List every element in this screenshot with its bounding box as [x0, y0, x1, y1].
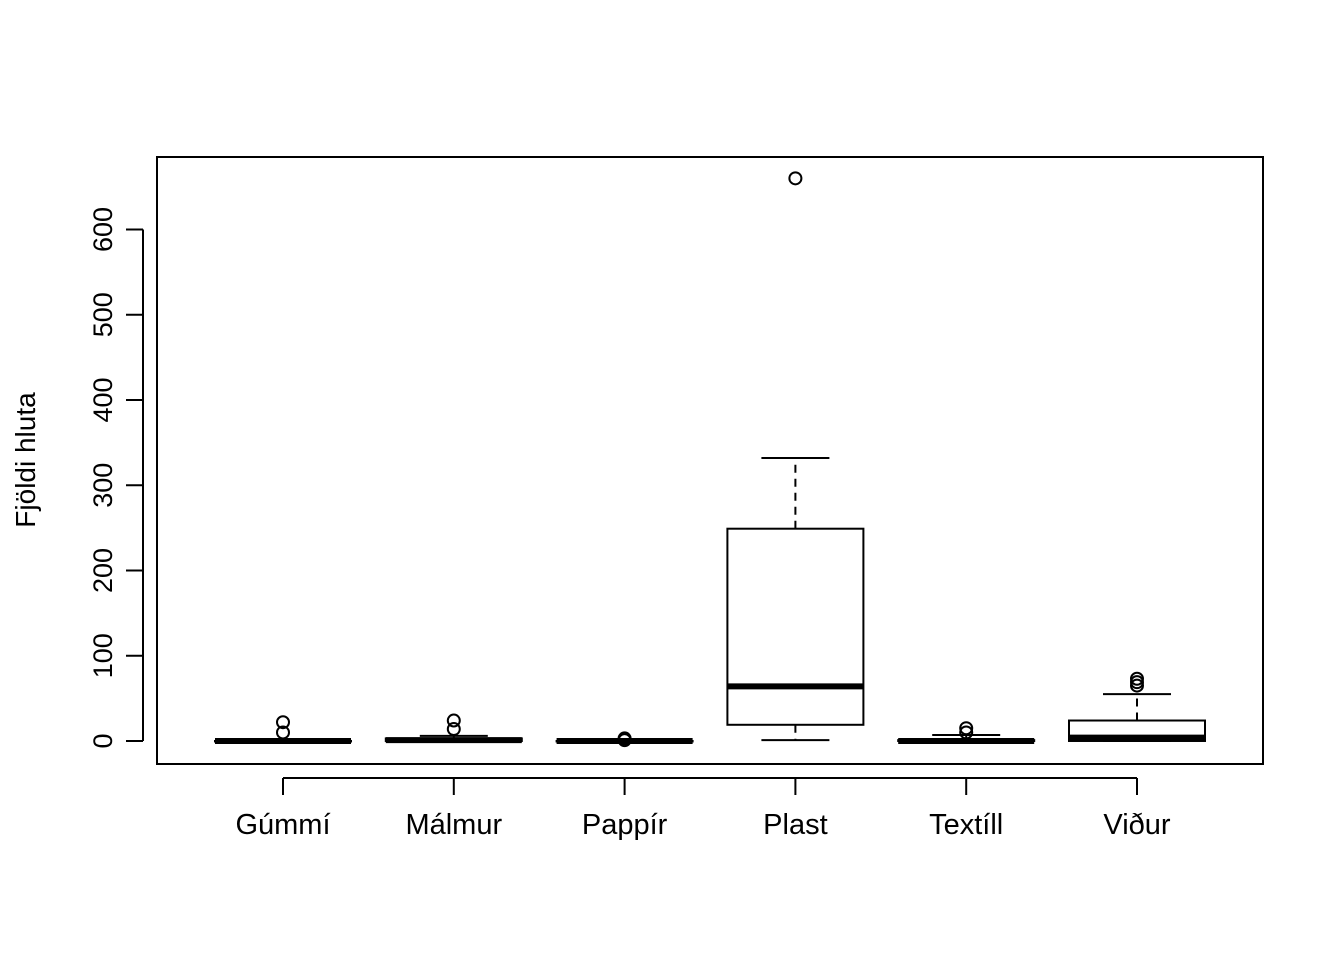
x-tick-label: Viður — [1103, 809, 1171, 841]
outlier-point — [788, 171, 803, 186]
outlier-point — [446, 713, 461, 728]
y-tick-label: 400 — [88, 377, 118, 422]
outlier-point — [276, 725, 290, 740]
x-tick-label: Málmur — [405, 809, 502, 841]
box-3 — [555, 731, 694, 748]
box-6 — [1068, 671, 1206, 742]
y-tick-label: 0 — [88, 733, 118, 748]
box-4 — [726, 171, 865, 742]
x-tick-label: Pappír — [582, 809, 668, 841]
x-tick-label: Textíll — [929, 809, 1003, 841]
boxes — [214, 171, 1206, 748]
box-5 — [897, 721, 1036, 744]
y-tick-label: 600 — [88, 207, 118, 252]
y-axis: 0 100 200 300 400 500 600 — [88, 207, 144, 748]
outlier-point — [1130, 671, 1144, 686]
plot-frame — [156, 156, 1264, 765]
y-tick-label: 500 — [88, 292, 118, 337]
y-tick-label: 200 — [88, 548, 118, 593]
x-tick-label: Plast — [763, 809, 827, 841]
outlier-point — [959, 725, 974, 740]
box-rect — [726, 527, 865, 726]
outlier-point — [276, 715, 290, 730]
outlier-point — [446, 722, 461, 737]
y-tick-label: 100 — [88, 633, 118, 678]
box-2 — [384, 713, 523, 744]
outlier-point — [959, 721, 974, 736]
box-1 — [214, 715, 352, 744]
outlier-point — [617, 731, 632, 746]
y-tick-label: 300 — [88, 463, 118, 508]
x-tick-label: Gúmmí — [235, 809, 330, 841]
y-axis-label: Fjöldi hluta — [10, 392, 41, 528]
x-axis: Gúmmí Málmur Pappír Plast Textíll Viður — [235, 777, 1171, 841]
